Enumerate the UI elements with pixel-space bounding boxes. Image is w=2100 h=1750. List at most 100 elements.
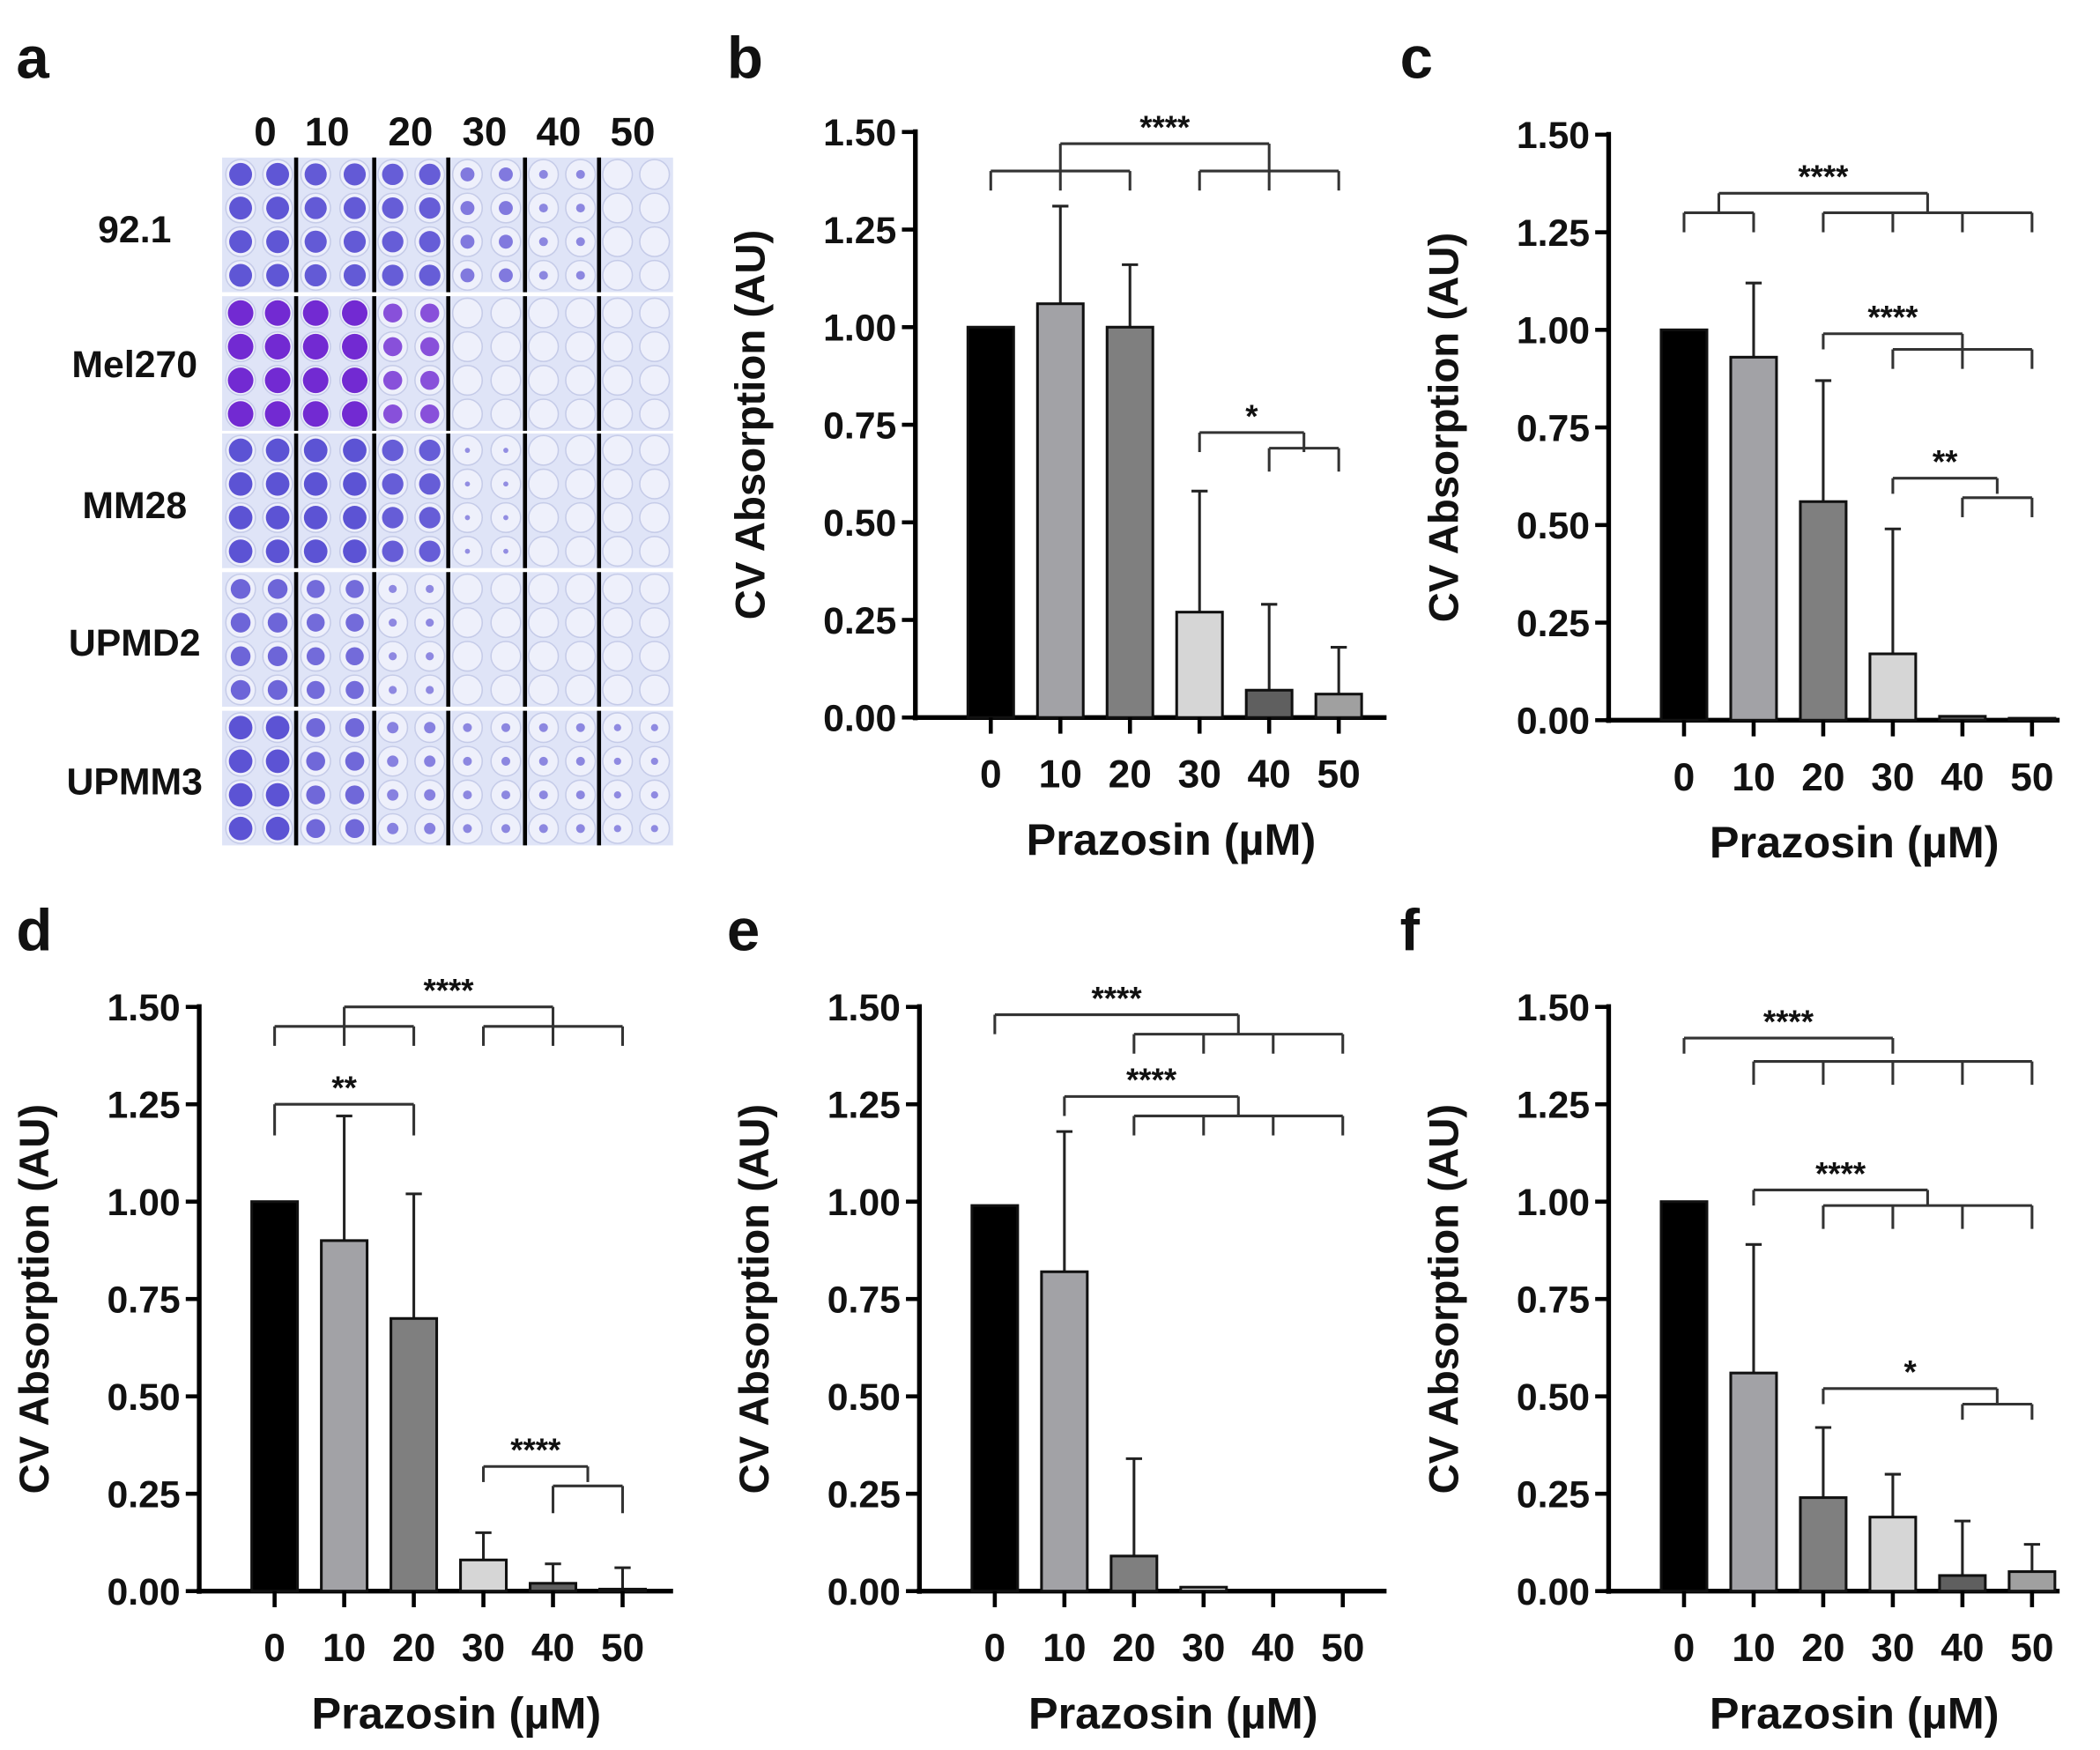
y-tick-label: 0.25 xyxy=(107,1473,180,1516)
well xyxy=(639,192,671,224)
well-stain xyxy=(230,646,251,667)
y-tick-label: 1.25 xyxy=(1517,212,1590,255)
well-stain xyxy=(389,584,397,593)
well xyxy=(451,365,484,397)
well-stain xyxy=(538,237,548,247)
significance-bracket: ** xyxy=(273,1070,416,1136)
y-axis-label: CV Absorption (AU) xyxy=(728,230,775,620)
well xyxy=(639,573,671,604)
significance-bracket: **** xyxy=(993,980,1240,1034)
well xyxy=(639,641,671,672)
well xyxy=(565,365,597,397)
well-stain xyxy=(424,722,436,734)
well-stain xyxy=(501,824,511,834)
well-stain xyxy=(230,679,251,701)
well-stain xyxy=(345,785,365,805)
x-tick-label: 10 xyxy=(1039,753,1082,797)
significance-bracket xyxy=(1752,1060,2034,1086)
x-tick-label: 0 xyxy=(1673,1627,1696,1670)
x-tick-label: 50 xyxy=(1321,1627,1364,1670)
well-stain xyxy=(424,822,436,834)
well xyxy=(639,297,671,329)
bar-50 xyxy=(2007,1570,2057,1593)
y-tick-label: 0.25 xyxy=(1517,603,1590,645)
well-stain xyxy=(575,723,585,732)
well-stain xyxy=(426,618,434,627)
plate-row xyxy=(222,296,673,431)
significance-label: ** xyxy=(331,1070,357,1106)
well-stain xyxy=(499,201,513,216)
well-stain xyxy=(650,791,658,799)
well-stain xyxy=(264,367,291,394)
significance-label: * xyxy=(1904,1354,1918,1390)
y-tick-label: 0.25 xyxy=(1517,1473,1590,1516)
well xyxy=(565,330,597,362)
significance-bracket: **** xyxy=(1058,109,1271,172)
y-tick-label: 1.00 xyxy=(107,1182,180,1224)
significance-label: **** xyxy=(1763,1004,1814,1040)
well-stain xyxy=(303,471,328,496)
significance-bracket: **** xyxy=(482,1432,590,1482)
significance-bracket: **** xyxy=(1717,159,1929,213)
well-stain xyxy=(302,367,329,394)
bar-40 xyxy=(529,1582,578,1593)
x-tick-label: 10 xyxy=(1043,1627,1086,1670)
well-stain xyxy=(229,197,253,220)
well xyxy=(528,398,560,430)
well xyxy=(528,297,560,329)
well-stain xyxy=(345,647,364,666)
well xyxy=(602,641,634,672)
well xyxy=(602,536,634,567)
y-tick-label: 1.50 xyxy=(823,112,896,154)
well-stain xyxy=(382,507,404,529)
well-stain xyxy=(382,473,404,495)
y-tick-label: 0.00 xyxy=(1517,1571,1590,1613)
bar-0 xyxy=(250,1200,300,1593)
well xyxy=(602,434,634,466)
well-stain xyxy=(501,723,511,732)
well xyxy=(639,259,671,292)
y-tick-label: 1.25 xyxy=(1517,1084,1590,1126)
well xyxy=(565,398,597,430)
well-stain xyxy=(306,752,325,771)
well-stain xyxy=(304,197,327,219)
x-tick-label: 30 xyxy=(462,1627,505,1670)
well-stain xyxy=(538,756,548,766)
well-stain xyxy=(266,230,290,254)
well-stain xyxy=(463,790,472,800)
significance-bracket xyxy=(1891,347,2034,369)
y-tick-label: 0.50 xyxy=(823,502,896,545)
y-tick-label: 1.25 xyxy=(107,1084,180,1126)
well-stain xyxy=(426,652,434,661)
well xyxy=(565,536,597,567)
x-tick-label: 50 xyxy=(1317,753,1361,797)
bar-10 xyxy=(1040,1270,1089,1593)
well xyxy=(528,536,560,567)
x-tick-label: 20 xyxy=(1112,1627,1155,1670)
bar-20 xyxy=(1799,1496,1848,1593)
y-tick-label: 1.50 xyxy=(827,987,901,1029)
well-stain xyxy=(463,756,472,766)
panel-letter-a: a xyxy=(16,26,49,92)
y-tick-label: 0.50 xyxy=(107,1376,180,1419)
well xyxy=(528,365,560,397)
well xyxy=(639,536,671,567)
well xyxy=(451,674,484,706)
well xyxy=(602,226,634,257)
plate-row xyxy=(222,433,673,568)
well-stain xyxy=(613,723,621,731)
bar-30 xyxy=(1175,611,1224,719)
well-stain xyxy=(228,471,253,496)
y-tick-label: 1.00 xyxy=(1517,1182,1590,1224)
well-stain xyxy=(460,234,475,249)
well-stain xyxy=(227,300,254,326)
well-stain xyxy=(304,230,327,253)
well-stain xyxy=(419,473,441,495)
well-stain xyxy=(538,723,548,732)
well-stain xyxy=(501,756,511,766)
well xyxy=(639,330,671,362)
well-stain xyxy=(463,723,472,732)
y-axis-label: CV Absorption (AU) xyxy=(731,1104,778,1494)
bar-0 xyxy=(966,325,1015,719)
y-tick-label: 0.25 xyxy=(823,600,896,642)
